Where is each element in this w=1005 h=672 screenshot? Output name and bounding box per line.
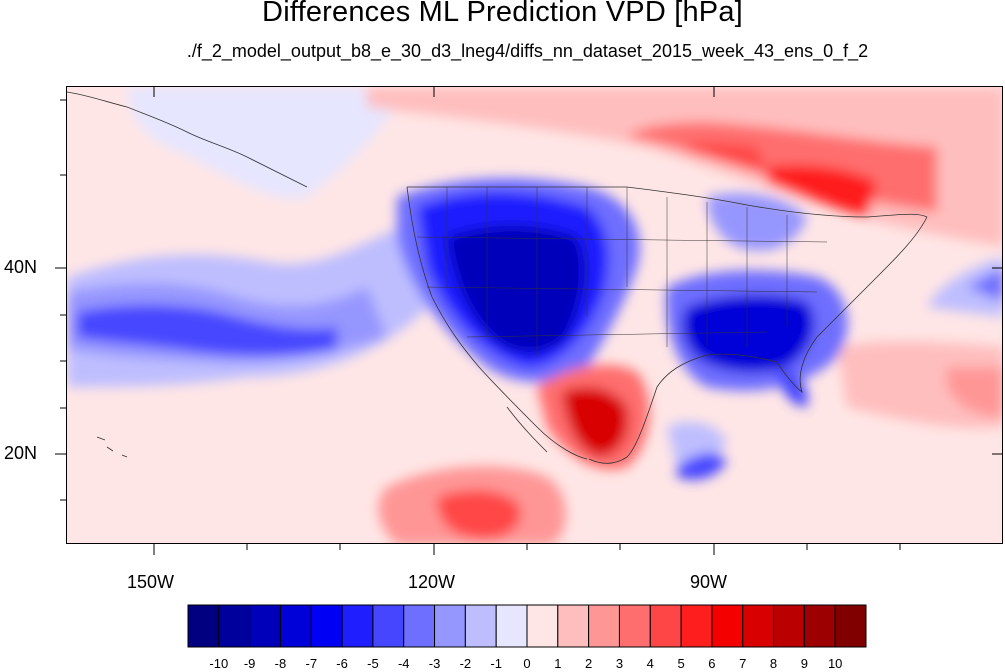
colorbar-tick-label: -5 [367, 656, 379, 671]
coastlines [67, 91, 928, 464]
colorbar-swatch [187, 604, 220, 648]
colorbar-swatch [403, 604, 436, 648]
lat-label-40n: 40N [4, 257, 38, 277]
colorbar-swatch [649, 604, 682, 648]
colorbar-swatch [279, 604, 312, 648]
colorbar-tick-label: -8 [274, 656, 287, 671]
colorbar-tick-label: 0 [523, 656, 531, 671]
colorbar-swatch [803, 604, 836, 648]
colorbar-tick-label: -9 [243, 656, 256, 671]
colorbar-tick-label: -10 [209, 656, 229, 671]
colorbar-swatch [680, 604, 713, 648]
colorbar-swatch [588, 604, 620, 648]
colorbar-swatch [557, 604, 590, 648]
colorbar-swatch [834, 604, 867, 648]
colorbar-tick-label: 7 [739, 656, 747, 671]
colorbar-tick-label: 5 [677, 656, 685, 671]
colorbar-swatch [711, 604, 744, 648]
colorbar-swatch [742, 604, 775, 648]
field-smooth-layer [67, 87, 1002, 543]
colorbar-swatch [218, 604, 251, 648]
colorbar-swatch [773, 604, 805, 648]
lon-label-150w: 150W [127, 572, 175, 592]
lat-label-20n: 20N [4, 443, 38, 463]
colorbar-swatch [372, 604, 405, 648]
map-title: Differences ML Prediction VPD [hPa] [262, 0, 743, 28]
state-borders [416, 187, 828, 357]
colorbar-tick-label: -6 [336, 656, 348, 671]
colorbar-tick-label: -7 [305, 656, 318, 671]
colorbar-swatch [495, 604, 528, 648]
colorbar [187, 604, 867, 648]
colorbar-tick-label: 1 [554, 656, 562, 671]
colorbar-swatch [249, 604, 281, 648]
map-panel [66, 86, 1003, 544]
colorbar-tick-label: 10 [827, 656, 843, 671]
lon-label-90w: 90W [690, 572, 728, 592]
colorbar-tick-label: 4 [646, 656, 654, 671]
colorbar-swatch [526, 604, 559, 648]
colorbar-tick-label: 9 [800, 656, 808, 671]
colorbar-tick-label: -2 [459, 656, 472, 671]
colorbar-tick-label: 3 [615, 656, 624, 671]
colorbar-tick-label: 2 [585, 656, 593, 671]
colorbar-tick-label: 6 [708, 656, 716, 671]
colorbar-swatch [618, 604, 651, 648]
map-subtitle: ./f_2_model_output_b8_e_30_d3_lneg4/diff… [186, 41, 869, 61]
lon-label-120w: 120W [408, 572, 456, 592]
colorbar-swatch [310, 604, 343, 648]
colorbar-tick-label: -3 [428, 656, 441, 671]
colorbar-tick-label: 8 [769, 656, 778, 671]
colorbar-swatch [464, 604, 497, 648]
colorbar-tick-label: -4 [397, 656, 410, 671]
vpd-difference-field [67, 87, 1002, 543]
colorbar-swatch [434, 604, 466, 648]
colorbar-tick-label: -1 [490, 656, 502, 671]
colorbar-swatch [341, 604, 374, 648]
